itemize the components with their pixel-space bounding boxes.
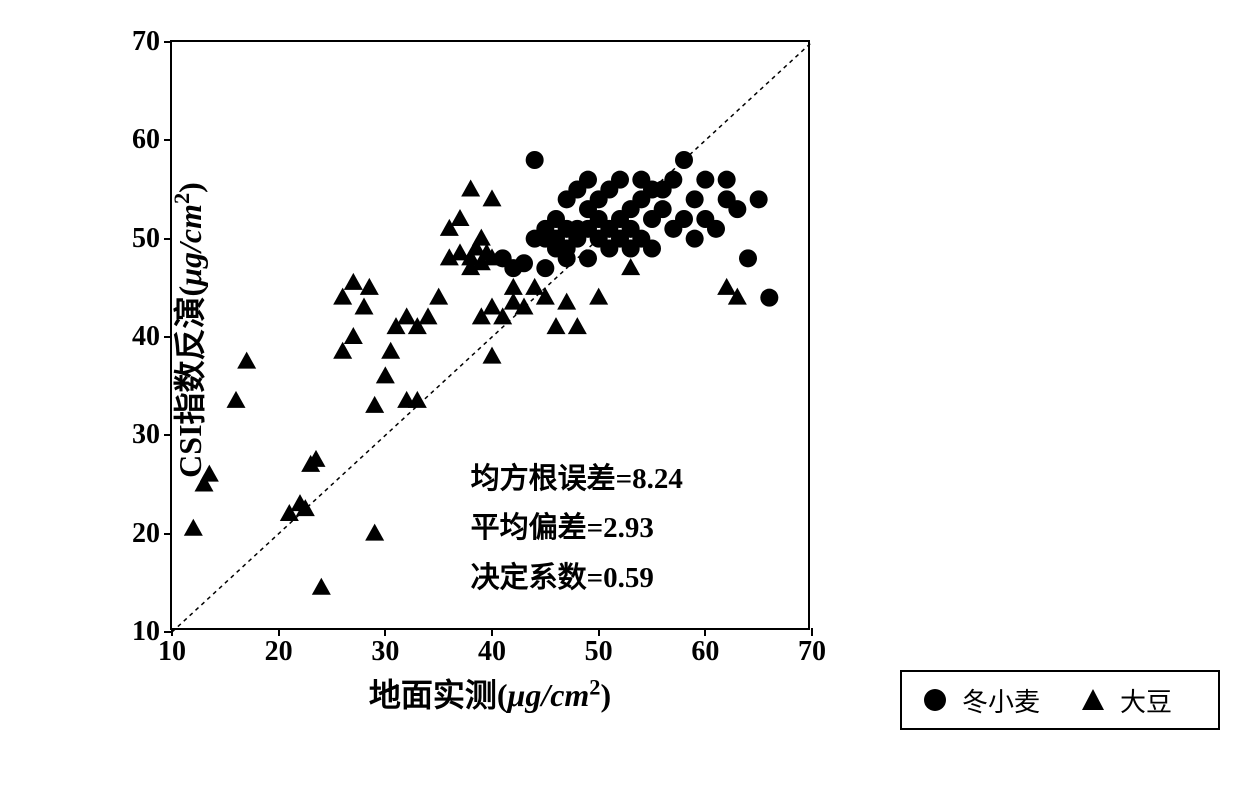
plot-area: 1020304050607010203040506070均方根误差=8.24平均… bbox=[170, 40, 810, 630]
y-tick-mark bbox=[164, 41, 172, 43]
legend-box: 冬小麦 大豆 bbox=[900, 670, 1220, 730]
legend-label: 大豆 bbox=[1120, 682, 1172, 719]
circle-icon bbox=[922, 687, 948, 713]
y-tick-mark bbox=[164, 336, 172, 338]
x-label-suffix: ) bbox=[601, 677, 612, 713]
y-tick-mark bbox=[164, 139, 172, 141]
x-tick-mark bbox=[491, 628, 493, 636]
x-label-unit: μg/cm bbox=[508, 677, 590, 713]
x-label-sup: 2 bbox=[589, 674, 600, 699]
scatter-chart: CSI指数反演(μg/cm2) 地面实测(μg/cm2) 10203040506… bbox=[30, 20, 880, 760]
annotation-text: 决定系数=0.59 bbox=[471, 554, 654, 596]
triangle-icon bbox=[1080, 687, 1106, 713]
y-tick-mark bbox=[164, 533, 172, 535]
x-tick-mark bbox=[704, 628, 706, 636]
annotation-text: 平均偏差=2.93 bbox=[471, 504, 654, 546]
x-tick-mark bbox=[598, 628, 600, 636]
legend-item: 冬小麦 bbox=[922, 682, 1040, 719]
annotation-text: 均方根误差=8.24 bbox=[471, 455, 683, 497]
x-label-prefix: 地面实测( bbox=[369, 677, 508, 713]
y-tick-mark bbox=[164, 238, 172, 240]
x-tick-mark bbox=[811, 628, 813, 636]
x-tick-mark bbox=[278, 628, 280, 636]
legend-item: 大豆 bbox=[1080, 682, 1172, 719]
x-axis-label: 地面实测(μg/cm2) bbox=[170, 670, 810, 716]
x-tick-mark bbox=[171, 628, 173, 636]
x-tick-mark bbox=[384, 628, 386, 636]
y-tick-mark bbox=[164, 434, 172, 436]
legend-label: 冬小麦 bbox=[962, 682, 1040, 719]
